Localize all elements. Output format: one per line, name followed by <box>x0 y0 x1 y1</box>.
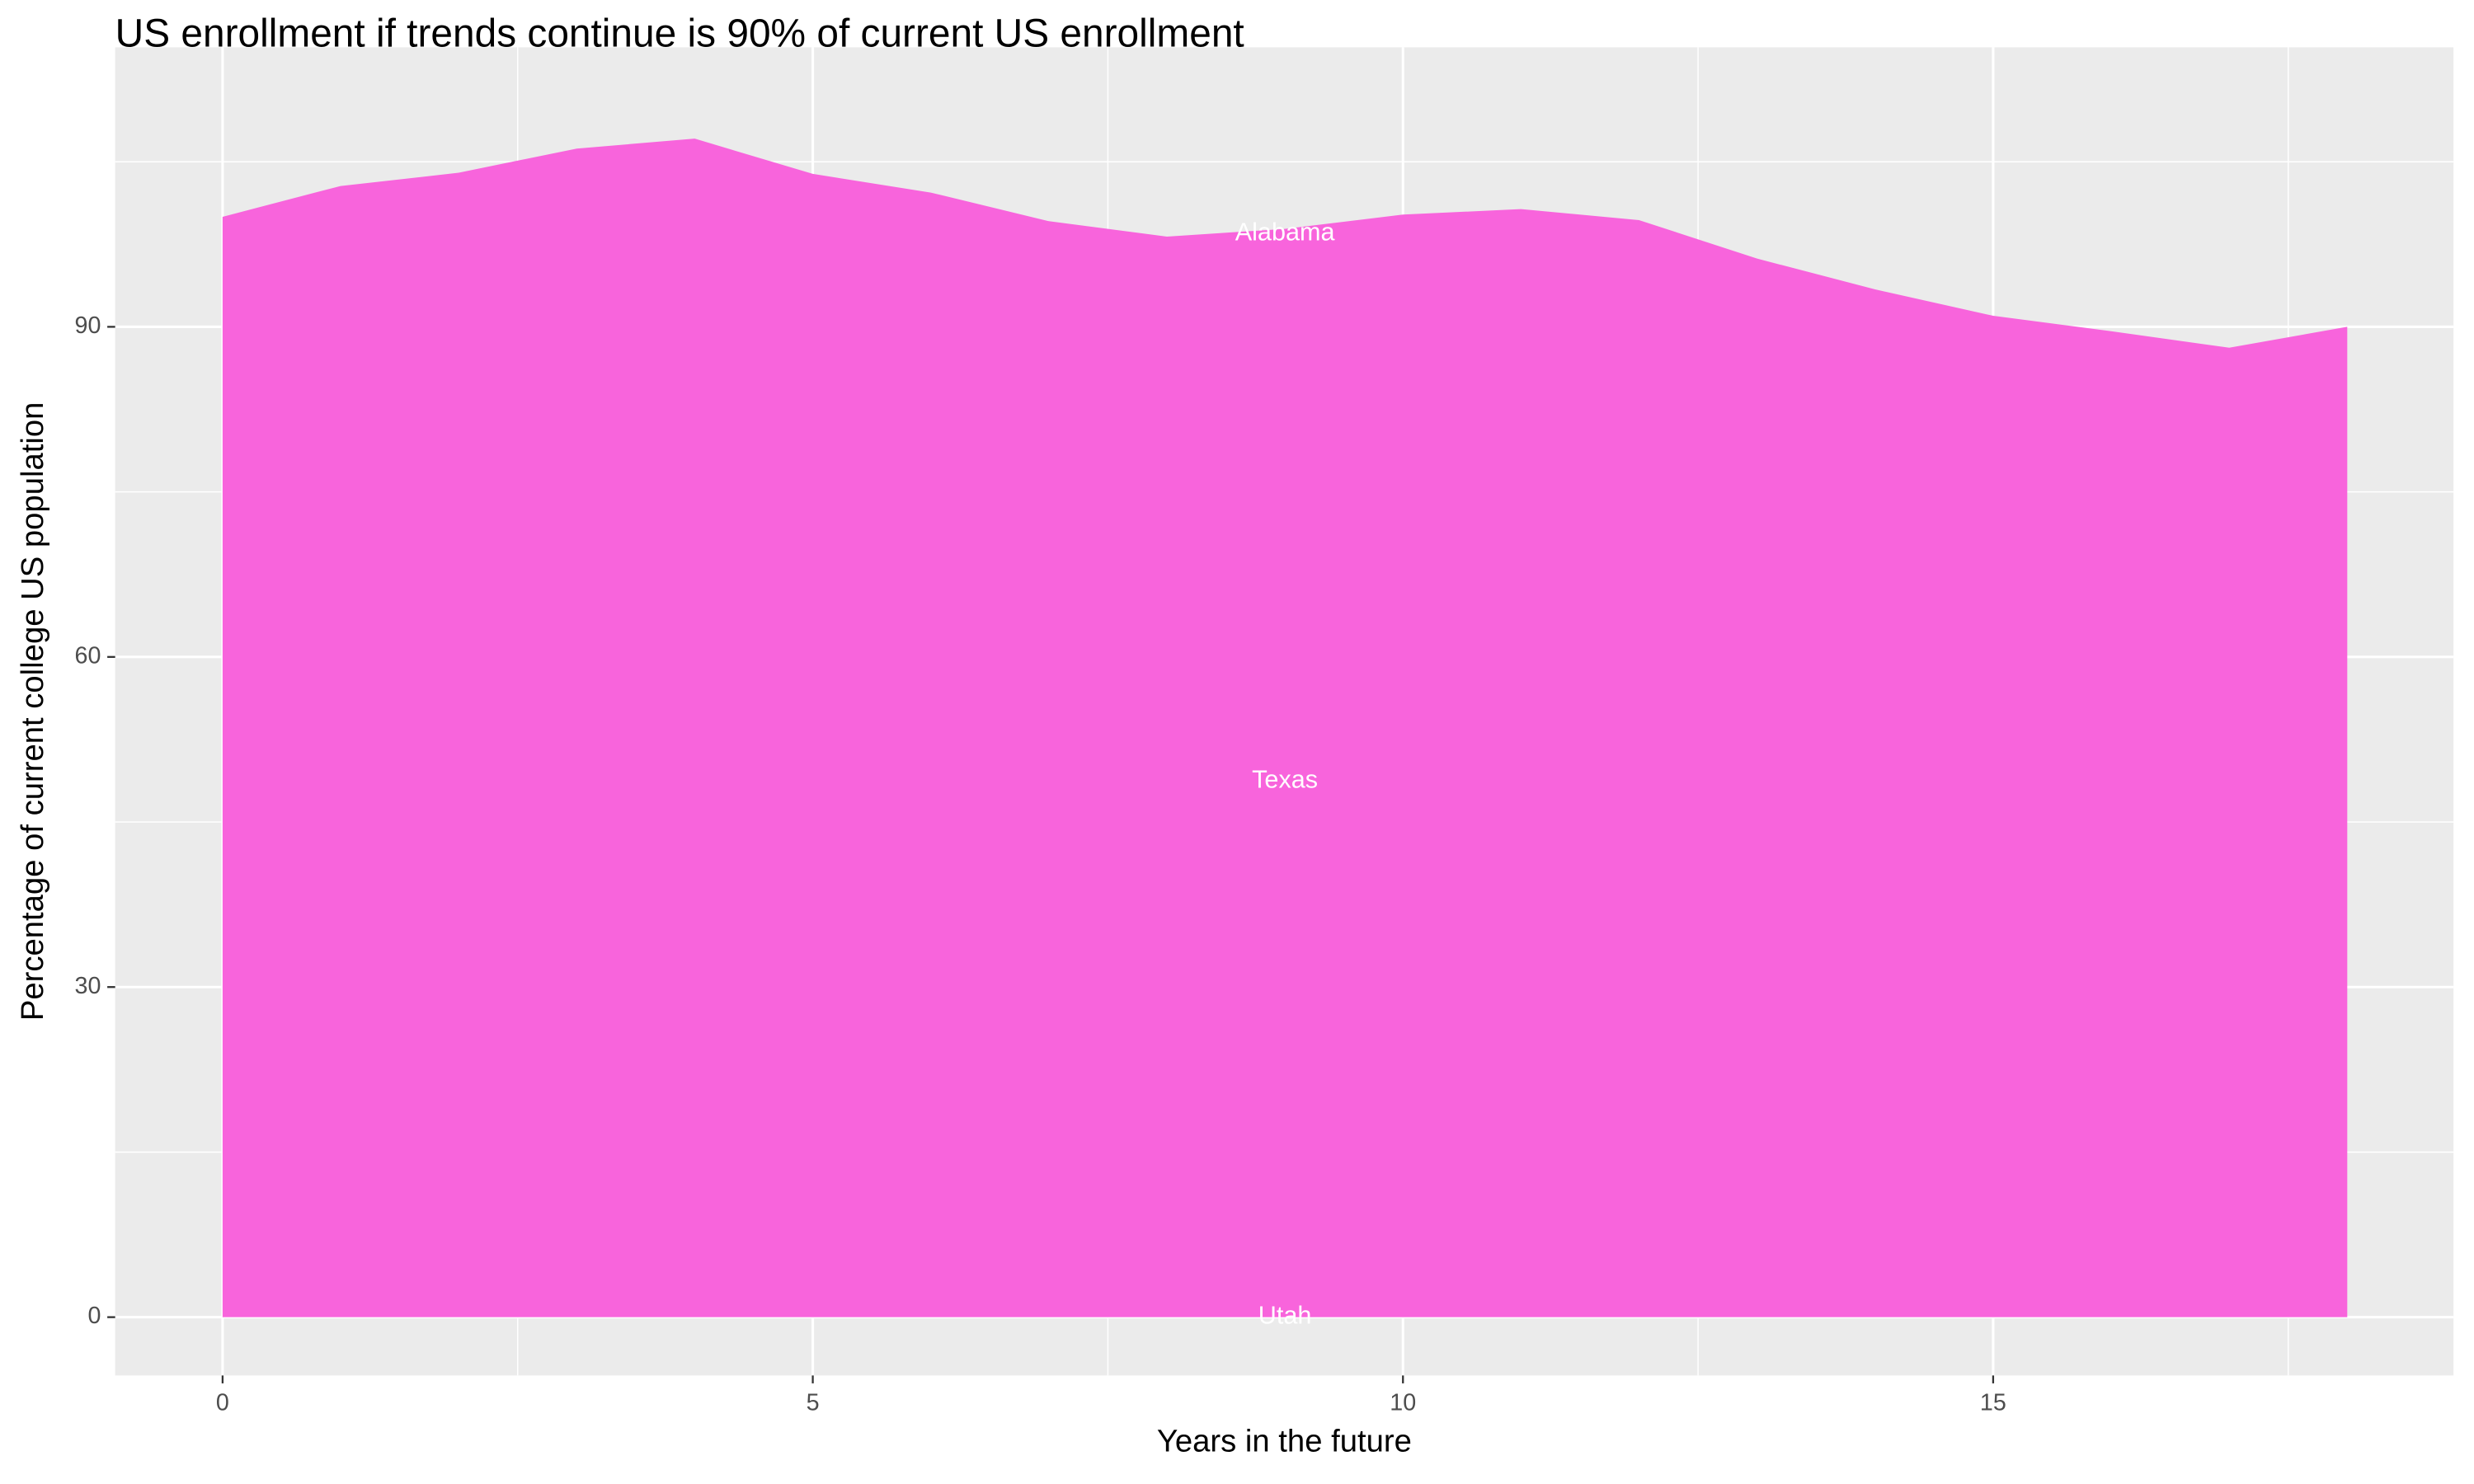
chart-title: US enrollment if trends continue is 90% … <box>115 12 1244 56</box>
annotation: Texas <box>1252 765 1318 793</box>
x-tick-label: 0 <box>216 1389 229 1416</box>
x-tick-label: 10 <box>1390 1389 1416 1416</box>
area <box>222 139 2348 1317</box>
x-axis-label: Years in the future <box>1157 1424 1412 1459</box>
y-tick-label: 60 <box>75 642 101 669</box>
y-axis-label: Percentage of current college US populat… <box>15 402 50 1021</box>
annotation: Utah <box>1258 1302 1312 1330</box>
y-tick-label: 0 <box>87 1303 101 1329</box>
x-tick-label: 15 <box>1980 1389 2006 1416</box>
y-tick-label: 90 <box>75 312 101 339</box>
annotation: Alabama <box>1235 218 1336 246</box>
y-tick-label: 30 <box>75 973 101 999</box>
x-tick-label: 5 <box>807 1389 820 1416</box>
